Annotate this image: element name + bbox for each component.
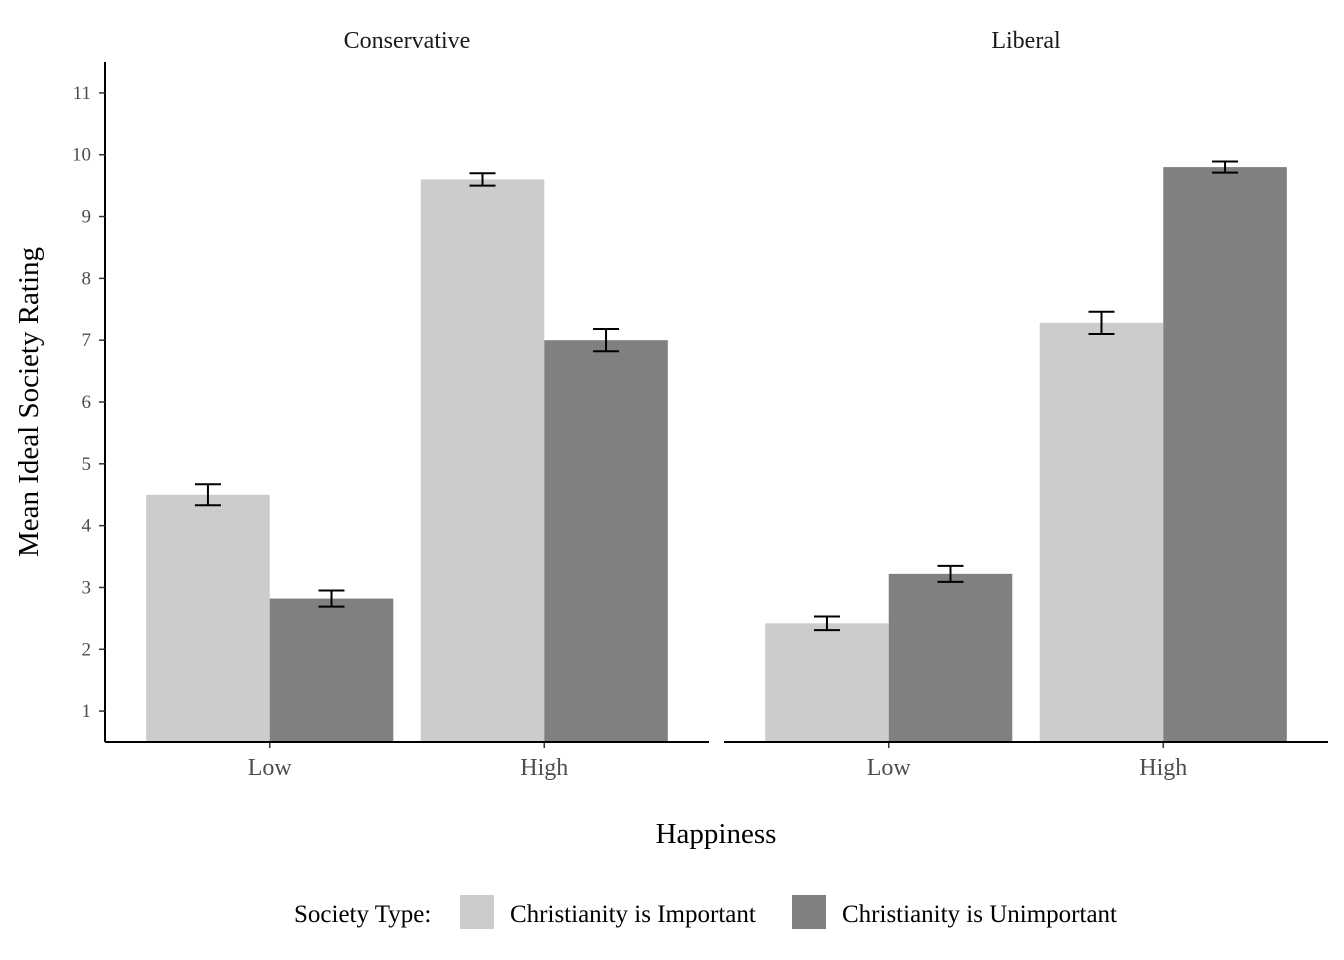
- x-tick-label: Low: [867, 755, 912, 781]
- bar: [1163, 167, 1287, 742]
- y-tick-label: 6: [82, 392, 92, 413]
- error-bar: [813, 615, 840, 632]
- error-bar: [937, 564, 964, 583]
- legend-item: Christianity is Unimportant: [792, 895, 1117, 929]
- facet-label: Conservative: [344, 28, 471, 54]
- y-tick-label: 9: [82, 207, 92, 228]
- y-tick-label: 1: [82, 701, 92, 722]
- legend-title: Society Type:: [294, 901, 431, 928]
- legend-label: Christianity is Important: [510, 901, 756, 928]
- y-tick-label: 5: [82, 454, 92, 475]
- panel-conservative: Conservative Low High 1 2 3 4 5 6 7 8 9 10 11: [72, 28, 709, 781]
- bar: [544, 340, 668, 742]
- x-tick-label: Low: [248, 755, 293, 781]
- x-axis-title: Happiness: [656, 818, 777, 850]
- bar: [269, 598, 394, 742]
- panel-liberal: Liberal Low High: [724, 28, 1328, 781]
- y-axis-title: Mean Ideal Society Rating: [13, 247, 45, 557]
- bar: [765, 623, 889, 742]
- error-bar: [194, 483, 221, 507]
- bar: [888, 573, 1013, 742]
- y-tick-label: 4: [82, 516, 92, 537]
- x-tick-label: High: [1139, 755, 1187, 781]
- error-bar: [469, 172, 496, 187]
- y-tick-label: 3: [82, 577, 92, 598]
- error-bar: [1088, 310, 1115, 335]
- error-bar: [318, 589, 345, 608]
- y-tick-label: 2: [82, 639, 92, 660]
- legend-key: [460, 895, 494, 929]
- error-bar: [1212, 160, 1239, 174]
- legend-item: Christianity is Important: [460, 895, 756, 929]
- legend-label: Christianity is Unimportant: [842, 901, 1117, 928]
- error-bar: [593, 328, 620, 353]
- x-tick-label: High: [520, 755, 568, 781]
- legend: Society Type: Christianity is Important Ch…: [294, 895, 1117, 929]
- y-tick-label: 7: [82, 330, 92, 351]
- bar: [146, 494, 270, 742]
- y-tick-label: 8: [82, 268, 92, 289]
- y-tick-label: 11: [73, 83, 91, 104]
- bar: [420, 179, 545, 743]
- bar: [1039, 322, 1164, 742]
- legend-key: [792, 895, 826, 929]
- facet-label: Liberal: [991, 28, 1061, 54]
- y-tick-label: 10: [72, 145, 91, 166]
